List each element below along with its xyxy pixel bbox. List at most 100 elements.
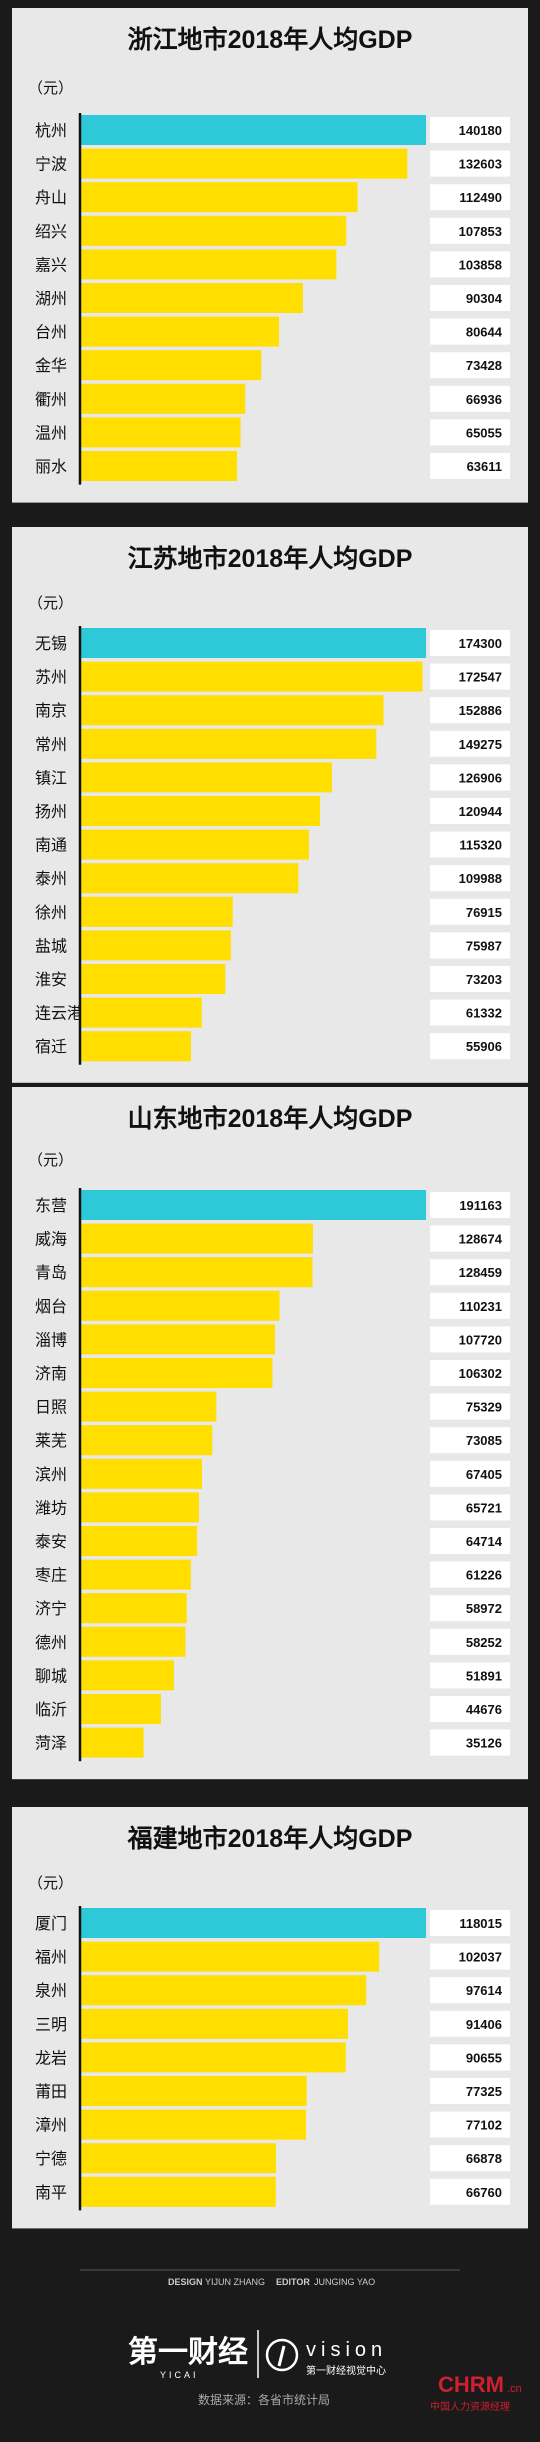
category-label: 杭州 [35,122,67,140]
value-box [430,117,510,143]
bar-row: 南平 66760 [35,2176,510,2207]
bar [80,1941,380,1972]
chart-panel: 江苏地市2018年人均GDP （元） 无锡 174300 苏州 172547 南京 15288… [12,527,528,1083]
editor-label: EDITOR [276,2277,310,2287]
category-label: 徐州 [35,904,67,922]
value-box [430,385,510,412]
charts-layer: 浙江地市2018年人均GDP （元） 杭州 140180 宁波 132603 舟山 11249… [12,8,528,2229]
bar [80,1975,367,2006]
value-box [430,2044,510,2071]
category-label: 南通 [35,837,67,855]
category-label: 丽水 [35,458,67,476]
category-label: 绍兴 [35,223,67,241]
value-box [430,932,510,959]
value-box [430,1561,510,1588]
value-box [430,419,510,446]
value-label: 107853 [459,224,502,239]
value-label: 76915 [466,905,502,920]
bar [80,829,309,860]
value-box [430,1977,510,2004]
bar-row: 烟台 110231 [35,1290,510,1321]
bar-row: 南京 152886 [35,695,510,726]
bar-row: 日照 75329 [35,1391,510,1422]
bar-row: 宁波 132603 [35,148,510,179]
bar [80,1425,213,1456]
value-label: 75987 [466,938,502,953]
bar-row: 滨州 67405 [35,1458,510,1489]
value-box [430,217,510,244]
bar [80,115,426,145]
value-label: 75329 [466,1400,502,1415]
design-name: YIJUN ZHANG [205,2277,265,2287]
bar [80,1526,198,1556]
bar [80,2042,346,2073]
bar-row: 莱芜 73085 [35,1425,510,1456]
bar [80,2176,276,2207]
bar-row: 三明 91406 [35,2008,510,2039]
value-box [430,453,510,479]
yicai-logo: 第一财经 [128,2335,248,2369]
bar [80,930,231,961]
value-label: 66936 [466,392,502,407]
value-box [430,630,510,656]
bar-row: 湖州 90304 [35,283,510,313]
value-box [430,831,510,858]
value-label: 191163 [459,1198,502,1213]
bar [80,1324,275,1355]
bar-row: 扬州 120944 [35,796,510,826]
value-box [430,2145,510,2172]
value-label: 149275 [459,737,502,752]
bar-row: 苏州 172547 [35,661,510,692]
bar [80,451,238,481]
bar [80,1031,191,1062]
value-label: 77325 [466,2084,502,2099]
bar [80,2109,307,2140]
bar-row: 济南 106302 [35,1358,510,1388]
bar-row: 徐州 76915 [35,896,510,927]
bar [80,1223,313,1254]
chart-panel: 福建地市2018年人均GDP （元） 厦门 118015 福州 102037 泉州 97614… [12,1807,528,2229]
value-label: 80644 [466,325,503,340]
value-label: 112490 [459,190,502,205]
bar-row: 青岛 128459 [35,1257,510,1288]
category-label: 金华 [35,357,67,375]
bar-row: 丽水 63611 [35,451,510,481]
bar-row: 舟山 112490 [35,182,510,213]
design-label: DESIGN [168,2277,203,2287]
value-box [430,663,510,690]
bar-row: 泰安 64714 [35,1526,510,1556]
value-label: 140180 [459,123,502,138]
bar [80,964,226,994]
value-box [430,1225,510,1252]
value-label: 55906 [466,1039,502,1054]
bar-row: 常州 149275 [35,728,510,759]
data-source: 数据来源：各省市统计局 [198,2392,330,2407]
value-label: 126906 [459,770,502,785]
chart-title: 江苏地市2018年人均GDP [128,544,413,573]
bar-row: 宁德 66878 [35,2143,510,2174]
value-box [430,697,510,724]
bar [80,1727,144,1758]
value-label: 73085 [466,1433,502,1448]
category-label: 扬州 [35,803,67,821]
category-label: 东营 [35,1197,67,1215]
unit-label: （元） [28,80,73,97]
value-label: 90304 [466,291,503,306]
bar-row: 盐城 75987 [35,930,510,961]
category-label: 泰安 [35,1533,67,1551]
value-box [430,2010,510,2037]
value-label: 66878 [466,2151,502,2166]
category-label: 三明 [35,2017,67,2034]
bar [80,1593,187,1624]
value-label: 115320 [459,838,502,853]
bar [80,1391,217,1422]
value-box [430,1696,510,1722]
value-box [430,318,510,345]
category-label: 宁波 [35,156,67,174]
bar-row: 临沂 44676 [35,1694,510,1724]
bar [80,249,337,280]
value-box [430,251,510,278]
value-box [430,1292,510,1319]
category-label: 宿迁 [35,1038,67,1056]
value-box [430,1460,510,1487]
